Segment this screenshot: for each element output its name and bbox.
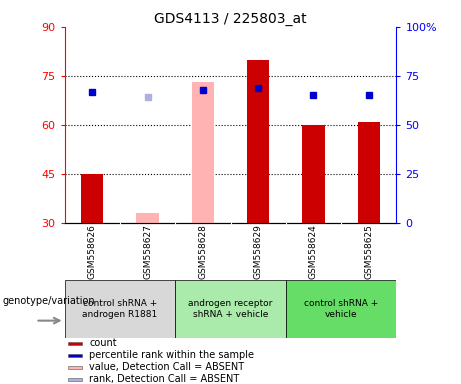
Bar (358, 122, 380, 223)
Bar (68, 366, 83, 369)
Bar (247, 60, 269, 223)
Bar (136, 213, 159, 223)
Text: control shRNA +
vehicle: control shRNA + vehicle (304, 300, 378, 319)
Bar (81, 174, 103, 223)
Text: GSM558624: GSM558624 (309, 224, 318, 279)
Text: count: count (89, 338, 117, 348)
Bar (286, 280, 396, 338)
Text: GSM558628: GSM558628 (198, 224, 207, 279)
Bar (175, 280, 286, 338)
Bar (68, 377, 83, 381)
Bar (192, 83, 214, 223)
Text: genotype/variation: genotype/variation (2, 296, 95, 306)
Text: value, Detection Call = ABSENT: value, Detection Call = ABSENT (89, 362, 244, 372)
Text: GSM558629: GSM558629 (254, 224, 263, 279)
Text: rank, Detection Call = ABSENT: rank, Detection Call = ABSENT (89, 374, 240, 384)
Bar (302, 125, 325, 223)
Text: GSM558626: GSM558626 (88, 224, 97, 279)
Text: percentile rank within the sample: percentile rank within the sample (89, 351, 254, 361)
Bar (68, 342, 83, 345)
Text: control shRNA +
androgen R1881: control shRNA + androgen R1881 (82, 300, 158, 319)
Text: GSM558625: GSM558625 (364, 224, 373, 279)
Bar (65, 280, 175, 338)
Bar (68, 354, 83, 357)
Text: GSM558627: GSM558627 (143, 224, 152, 279)
Text: androgen receptor
shRNA + vehicle: androgen receptor shRNA + vehicle (188, 300, 273, 319)
Title: GDS4113 / 225803_at: GDS4113 / 225803_at (154, 12, 307, 26)
